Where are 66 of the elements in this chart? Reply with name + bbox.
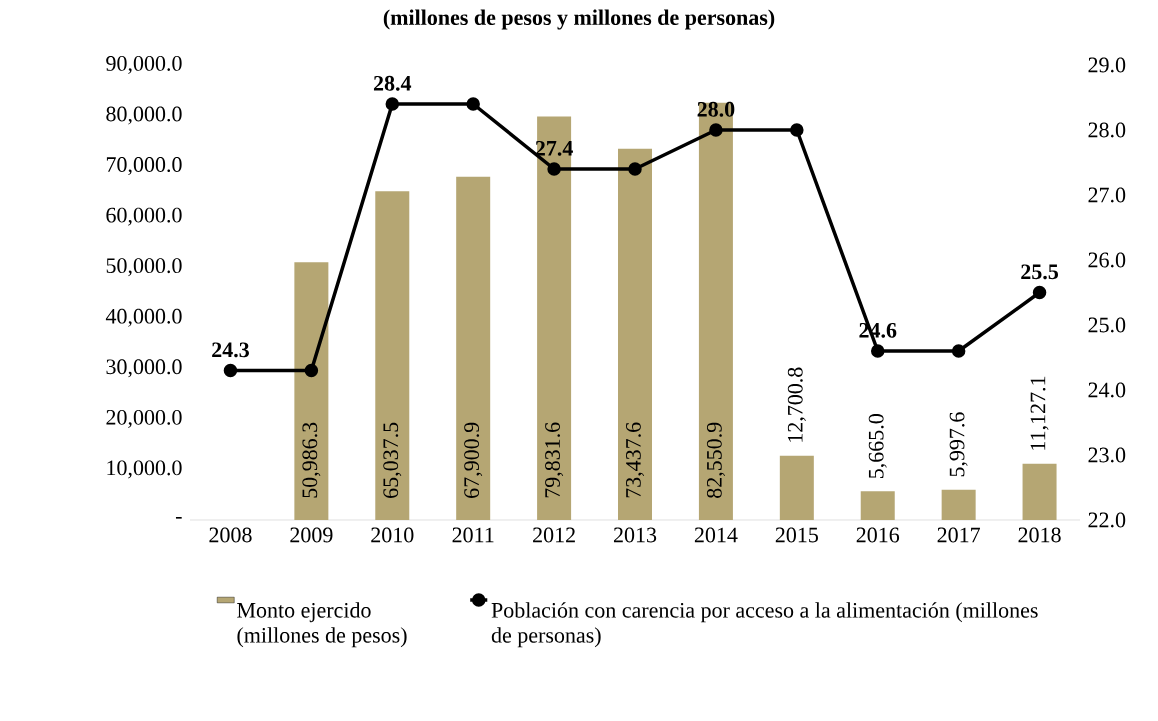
point [1032, 285, 1047, 300]
bar [456, 176, 491, 520]
y2-tick-label: 29.0 [1088, 57, 1126, 73]
y2-tick-label: 27.0 [1088, 187, 1126, 203]
data-label: 12,700.8 [787, 367, 806, 442]
y2-tick-label: 26.0 [1088, 252, 1126, 268]
data-label: 50,986.3 [302, 422, 321, 498]
data-label: 25.5 [1021, 264, 1058, 280]
y-tick-label: 30,000.0 [106, 359, 182, 378]
y2-tick-label: 24.0 [1088, 382, 1126, 398]
y-tick-label: 60,000.0 [106, 207, 182, 226]
y2-tick-label: 23.0 [1088, 447, 1126, 463]
data-label: 79,831.6 [545, 422, 564, 498]
y-tick-label: 80,000.0 [106, 106, 182, 125]
data-label: 11,127.1 [1030, 376, 1049, 450]
x-tick-label: 2014 [694, 527, 738, 543]
y-tick-label: 20,000.0 [106, 409, 182, 428]
x-tick-label: 2013 [613, 527, 657, 543]
y-tick-label: - [175, 517, 182, 519]
y-tick-label: 10,000.0 [107, 460, 182, 479]
point [709, 123, 723, 137]
data-label: 67,900.9 [464, 422, 483, 498]
x-tick-label: 2017 [937, 527, 981, 543]
y-tick-label: 90,000.0 [106, 55, 182, 75]
legend-label: Población con carencia por acceso a la alimentación (millones de personas) [491, 602, 1038, 648]
data-label: 24.3 [212, 342, 249, 358]
y-tick-label: 70,000.0 [106, 157, 182, 176]
y-tick-label: 50,000.0 [106, 258, 182, 277]
point [547, 162, 561, 176]
bar [1022, 463, 1057, 520]
x-tick-label: 2018 [1018, 527, 1061, 543]
bar [375, 191, 410, 520]
x-tick-label: 2009 [290, 527, 333, 543]
x-tick-label: 2010 [371, 527, 414, 543]
point [951, 344, 966, 358]
point [385, 97, 400, 111]
data-label: 28.4 [373, 75, 412, 91]
x-tick-label: 2008 [209, 527, 252, 543]
point [223, 363, 238, 378]
point [466, 97, 480, 111]
data-label: 73,437.6 [626, 422, 644, 498]
chart-title: (millones de pesos y millones de personas) [383, 9, 775, 30]
data-label: 82,550.9 [706, 422, 725, 498]
data-label: 65,037.5 [383, 422, 402, 498]
x-tick-label: 2016 [856, 527, 900, 543]
x-tick-label: 2015 [775, 527, 818, 543]
y2-tick-label: 25.0 [1088, 317, 1126, 333]
point [790, 123, 804, 137]
bar [698, 102, 733, 520]
data-label: 5,665.0 [868, 414, 887, 478]
legend-label: Monto ejercido (millones de pesos) [237, 602, 407, 648]
x-tick-label: 2011 [452, 527, 494, 543]
point [628, 162, 642, 176]
bar [618, 148, 653, 520]
bar [537, 116, 572, 520]
x-tick-label: 2012 [533, 527, 575, 543]
y2-tick-label: 22.0 [1088, 512, 1126, 528]
bar [941, 489, 976, 520]
bar [779, 455, 814, 520]
point [870, 344, 885, 358]
point [304, 363, 319, 378]
y-tick-label: 40,000.0 [105, 308, 182, 327]
y2-tick-label: 28.0 [1088, 122, 1126, 138]
bar [860, 491, 895, 520]
data-label: 5,997.6 [949, 412, 968, 477]
bar [294, 262, 329, 520]
